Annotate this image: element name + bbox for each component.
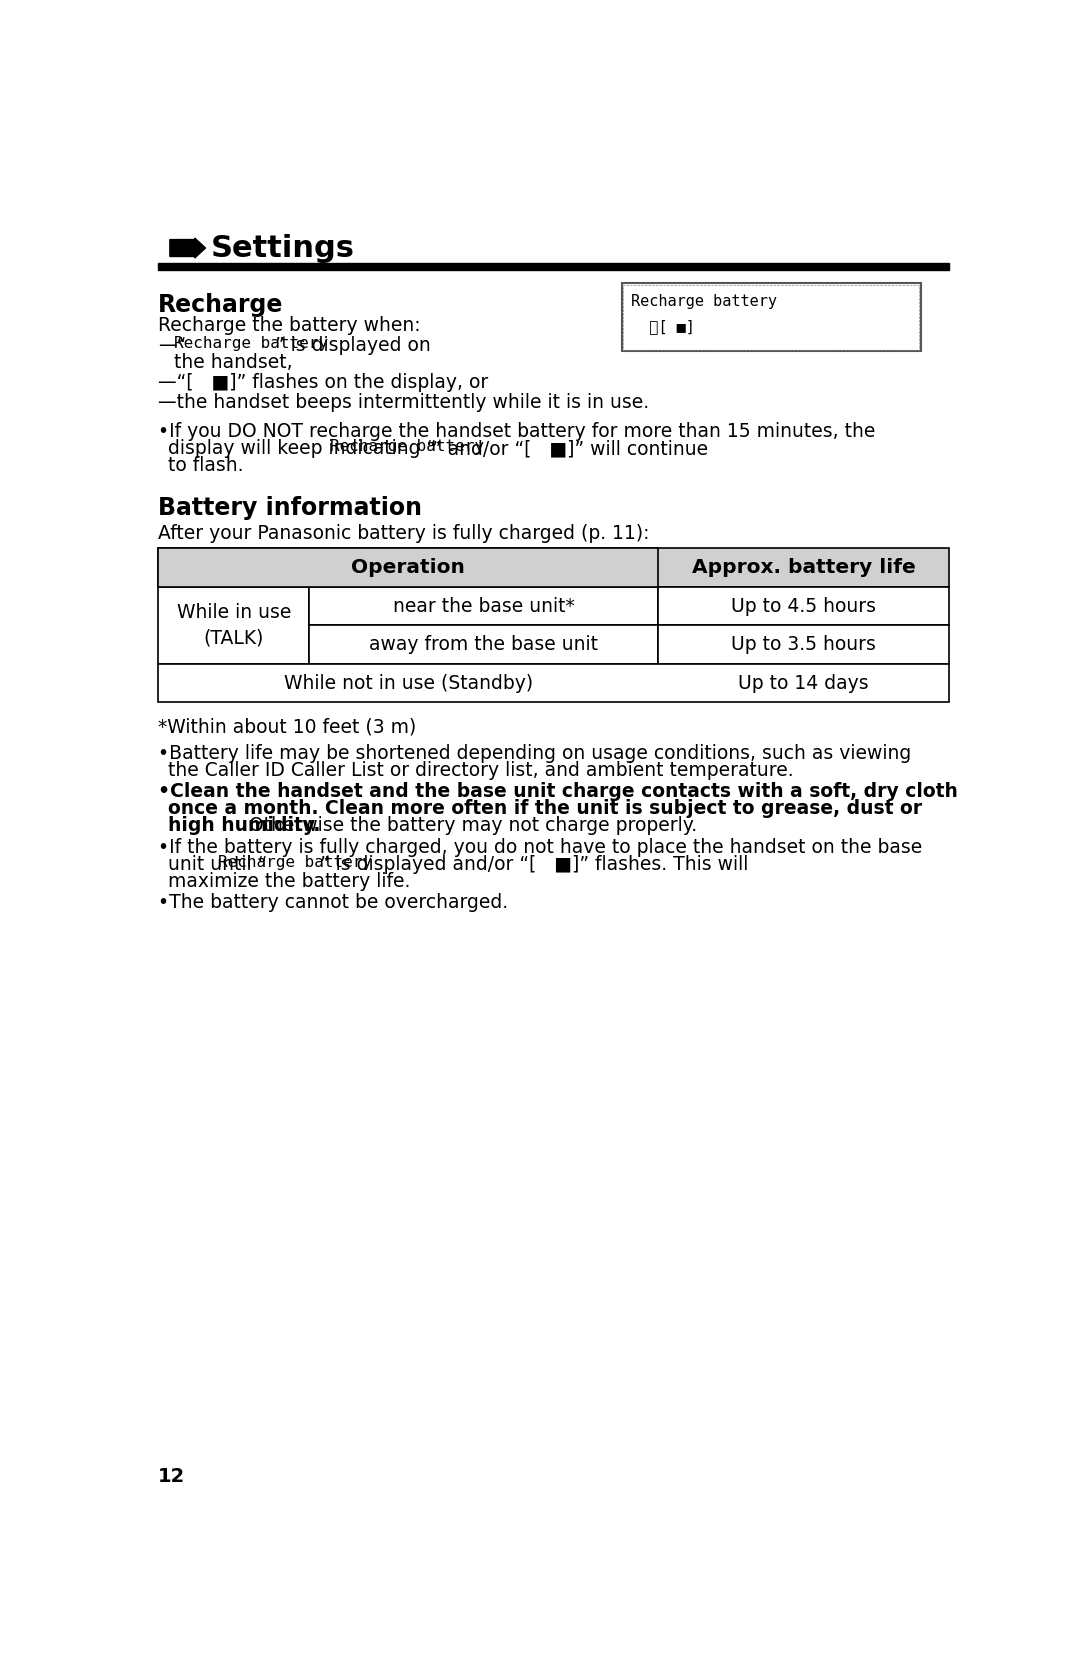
Text: ” is displayed on: ” is displayed on xyxy=(275,335,431,355)
Bar xyxy=(159,587,309,664)
Bar xyxy=(658,587,948,626)
Bar xyxy=(159,262,948,270)
Text: unit until “: unit until “ xyxy=(167,855,267,875)
Text: once a month. Clean more often if the unit is subject to grease, dust or: once a month. Clean more often if the un… xyxy=(167,799,921,818)
Text: maximize the battery life.: maximize the battery life. xyxy=(167,871,410,891)
Text: Recharge battery: Recharge battery xyxy=(218,855,372,870)
Text: away from the base unit: away from the base unit xyxy=(369,636,598,654)
Text: Operation: Operation xyxy=(351,557,465,577)
Text: Up to 3.5 hours: Up to 3.5 hours xyxy=(731,636,876,654)
Text: 12: 12 xyxy=(159,1467,186,1485)
Text: •Battery life may be shortened depending on usage conditions, such as viewing: •Battery life may be shortened depending… xyxy=(159,744,912,763)
Text: high humidity.: high humidity. xyxy=(167,816,320,834)
Bar xyxy=(309,587,658,626)
Bar xyxy=(658,626,948,664)
Text: Settings: Settings xyxy=(211,234,355,262)
Text: After your Panasonic battery is fully charged (p. 11):: After your Panasonic battery is fully ch… xyxy=(159,524,650,542)
Text: ␚[ ■]: ␚[ ■] xyxy=(631,319,694,334)
Text: Up to 4.5 hours: Up to 4.5 hours xyxy=(731,596,876,616)
Text: Recharge: Recharge xyxy=(159,292,284,317)
Text: Approx. battery life: Approx. battery life xyxy=(691,557,916,577)
FancyArrow shape xyxy=(170,239,205,259)
Text: •Clean the handset and the base unit charge contacts with a soft, dry cloth: •Clean the handset and the base unit cha… xyxy=(159,783,958,801)
Text: •If you DO NOT recharge the handset battery for more than 15 minutes, the: •If you DO NOT recharge the handset batt… xyxy=(159,422,876,441)
Bar xyxy=(309,626,658,664)
Text: ” is displayed and/or “[   ■]” flashes. This will: ” is displayed and/or “[ ■]” flashes. Th… xyxy=(320,855,748,875)
Bar xyxy=(623,285,919,350)
Text: —“[   ■]” flashes on the display, or: —“[ ■]” flashes on the display, or xyxy=(159,372,488,392)
Bar xyxy=(159,549,658,587)
Text: •If the battery is fully charged, you do not have to place the handset on the ba: •If the battery is fully charged, you do… xyxy=(159,838,922,856)
Text: While not in use (Standby): While not in use (Standby) xyxy=(284,674,532,693)
Text: •The battery cannot be overcharged.: •The battery cannot be overcharged. xyxy=(159,893,509,913)
Text: the Caller ID Caller List or directory list, and ambient temperature.: the Caller ID Caller List or directory l… xyxy=(167,761,793,779)
Text: —the handset beeps intermittently while it is in use.: —the handset beeps intermittently while … xyxy=(159,392,649,412)
Text: display will keep indicating “: display will keep indicating “ xyxy=(167,439,435,457)
Text: —“: —“ xyxy=(159,335,187,355)
Bar xyxy=(159,664,948,703)
Text: Up to 14 days: Up to 14 days xyxy=(738,674,868,693)
Bar xyxy=(622,284,921,350)
Text: Battery information: Battery information xyxy=(159,496,422,521)
Text: Recharge battery: Recharge battery xyxy=(174,335,327,350)
Bar xyxy=(159,549,948,587)
Text: While in use
(TALK): While in use (TALK) xyxy=(177,603,291,648)
Text: *Within about 10 feet (3 m): *Within about 10 feet (3 m) xyxy=(159,718,417,736)
Text: Recharge battery: Recharge battery xyxy=(631,294,777,309)
Text: Recharge the battery when:: Recharge the battery when: xyxy=(159,315,421,335)
Text: ” and/or “[   ■]” will continue: ” and/or “[ ■]” will continue xyxy=(432,439,708,457)
Text: to flash.: to flash. xyxy=(167,456,243,476)
Text: near the base unit*: near the base unit* xyxy=(393,596,575,616)
Text: Otherwise the battery may not charge properly.: Otherwise the battery may not charge pro… xyxy=(243,816,697,834)
Text: the handset,: the handset, xyxy=(174,352,293,372)
Text: Recharge battery: Recharge battery xyxy=(330,439,484,454)
